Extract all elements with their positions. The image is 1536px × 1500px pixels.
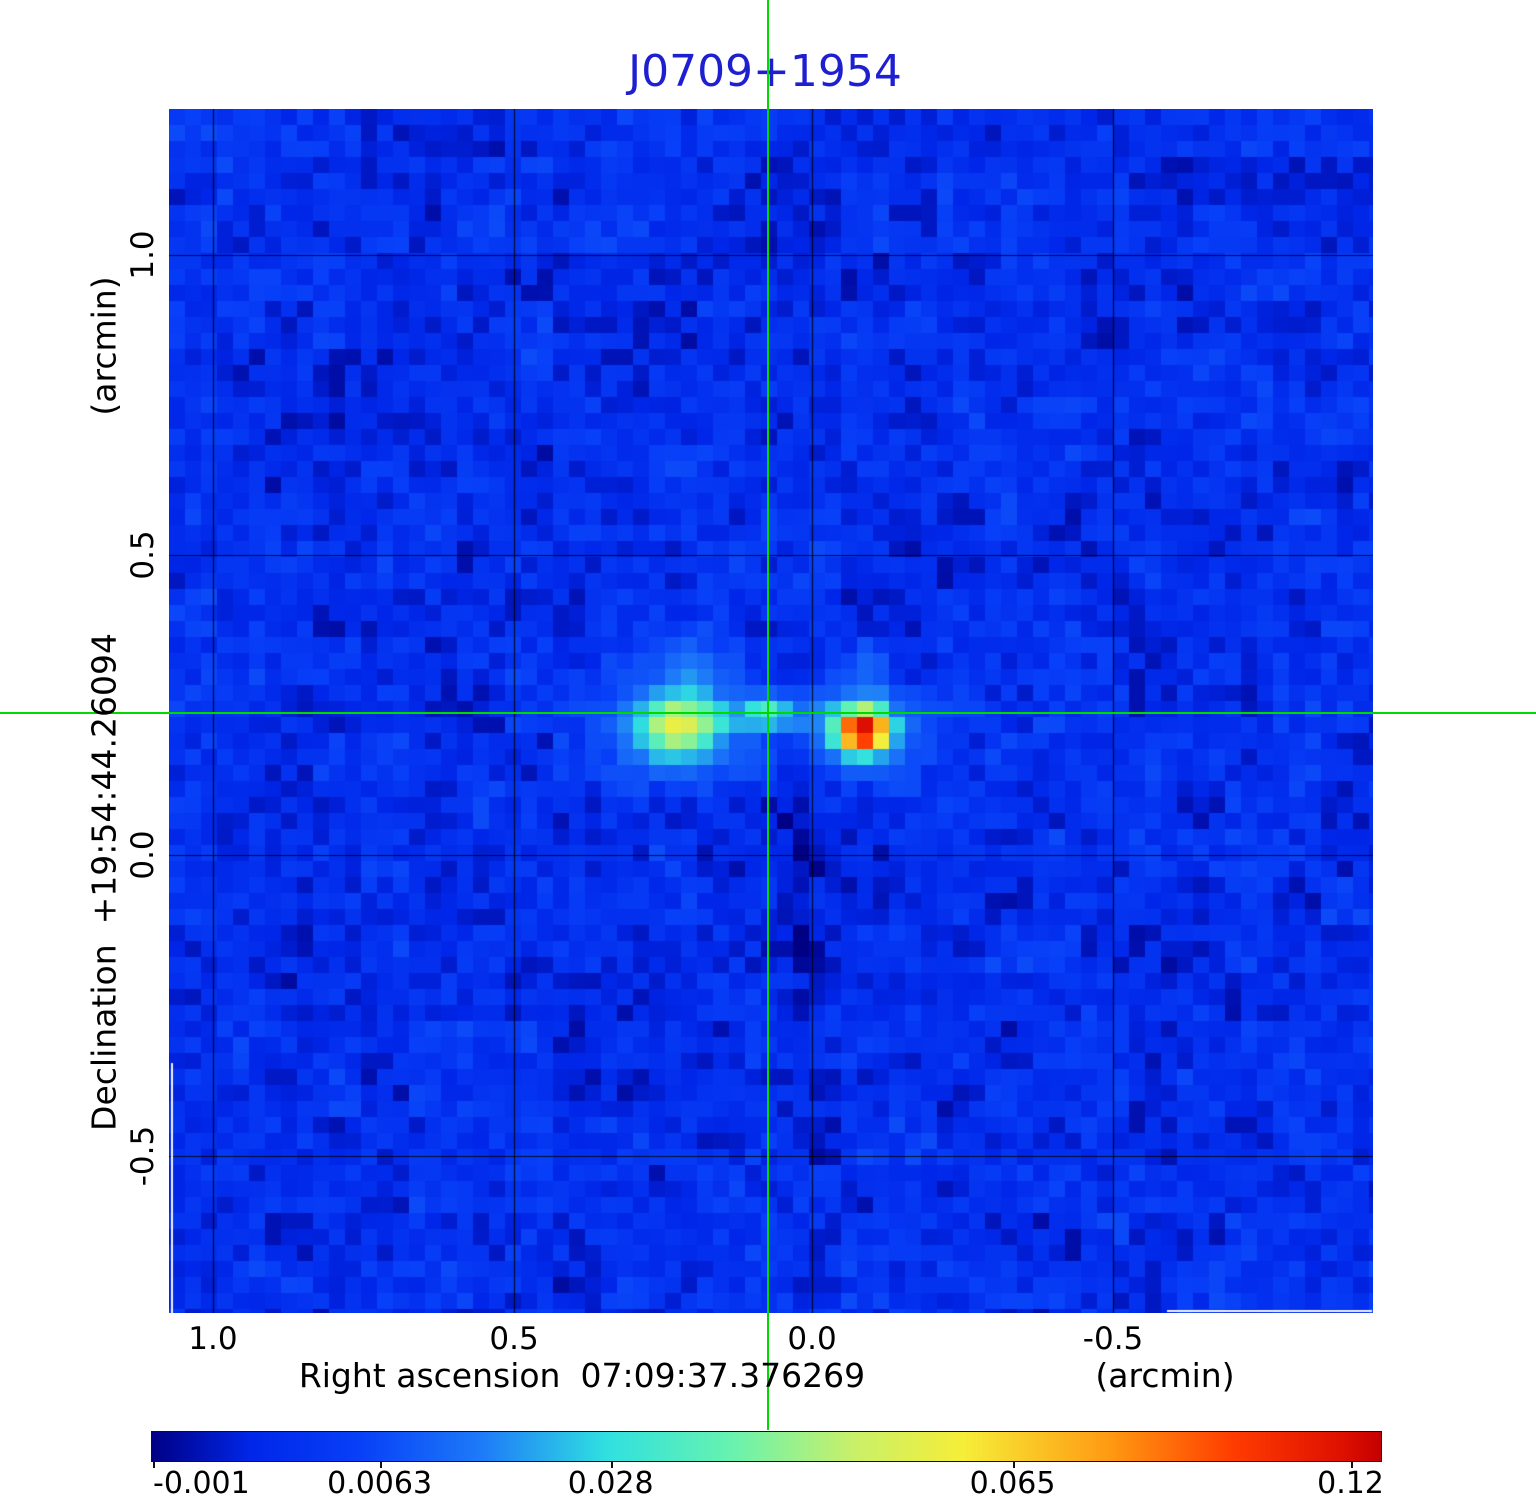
y-axis-title: Declination <box>84 944 124 1131</box>
x-axis-title: Right ascension <box>298 1356 561 1395</box>
x-axis-value: 07:09:37.376269 <box>580 1356 866 1395</box>
crosshair-vertical-line <box>766 0 769 1430</box>
y-tick-label-0.5: 0.5 <box>125 530 161 580</box>
colorbar-tick-label-0.065: 0.065 <box>969 1466 1056 1500</box>
x-tick-label-1.0: 1.0 <box>188 1321 238 1357</box>
y-axis-label: Declination +19:54:44.26094 <box>85 633 124 1131</box>
colorbar-tick-label-0.0063: 0.0063 <box>327 1466 433 1500</box>
x-tick-label-0.0: 0.0 <box>787 1321 837 1357</box>
y-axis-value: +19:54:44.26094 <box>84 633 124 925</box>
colorbar-tick <box>610 1461 613 1468</box>
x-axis-unit: (arcmin) <box>1095 1356 1235 1395</box>
x-tick-label-0.5: 0.5 <box>489 1321 539 1357</box>
colorbar-tick <box>1012 1461 1015 1468</box>
colorbar-tick <box>1350 1461 1353 1468</box>
sky-image[interactable] <box>169 109 1373 1313</box>
page-title: J0709+1954 <box>628 46 902 97</box>
colorbar <box>151 1431 1382 1462</box>
y-tick-label--0.5: -0.5 <box>125 1125 161 1187</box>
y-tick-label-0.0: 0.0 <box>125 830 161 880</box>
colorbar-tick-label-0.12: 0.12 <box>1317 1466 1384 1500</box>
x-axis-label: Right ascension 07:09:37.376269 <box>299 1356 865 1395</box>
colorbar-tick-label-0.028: 0.028 <box>567 1466 654 1500</box>
colorbar-tick-label--0.001: -0.001 <box>153 1466 250 1500</box>
x-tick-label--0.5: -0.5 <box>1082 1321 1144 1357</box>
crosshair-horizontal-line <box>0 712 1536 715</box>
colorbar-tick <box>379 1461 382 1468</box>
y-axis-unit: (arcmin) <box>84 276 124 416</box>
y-tick-label-1.0: 1.0 <box>125 230 161 280</box>
colorbar-tick <box>153 1461 156 1468</box>
